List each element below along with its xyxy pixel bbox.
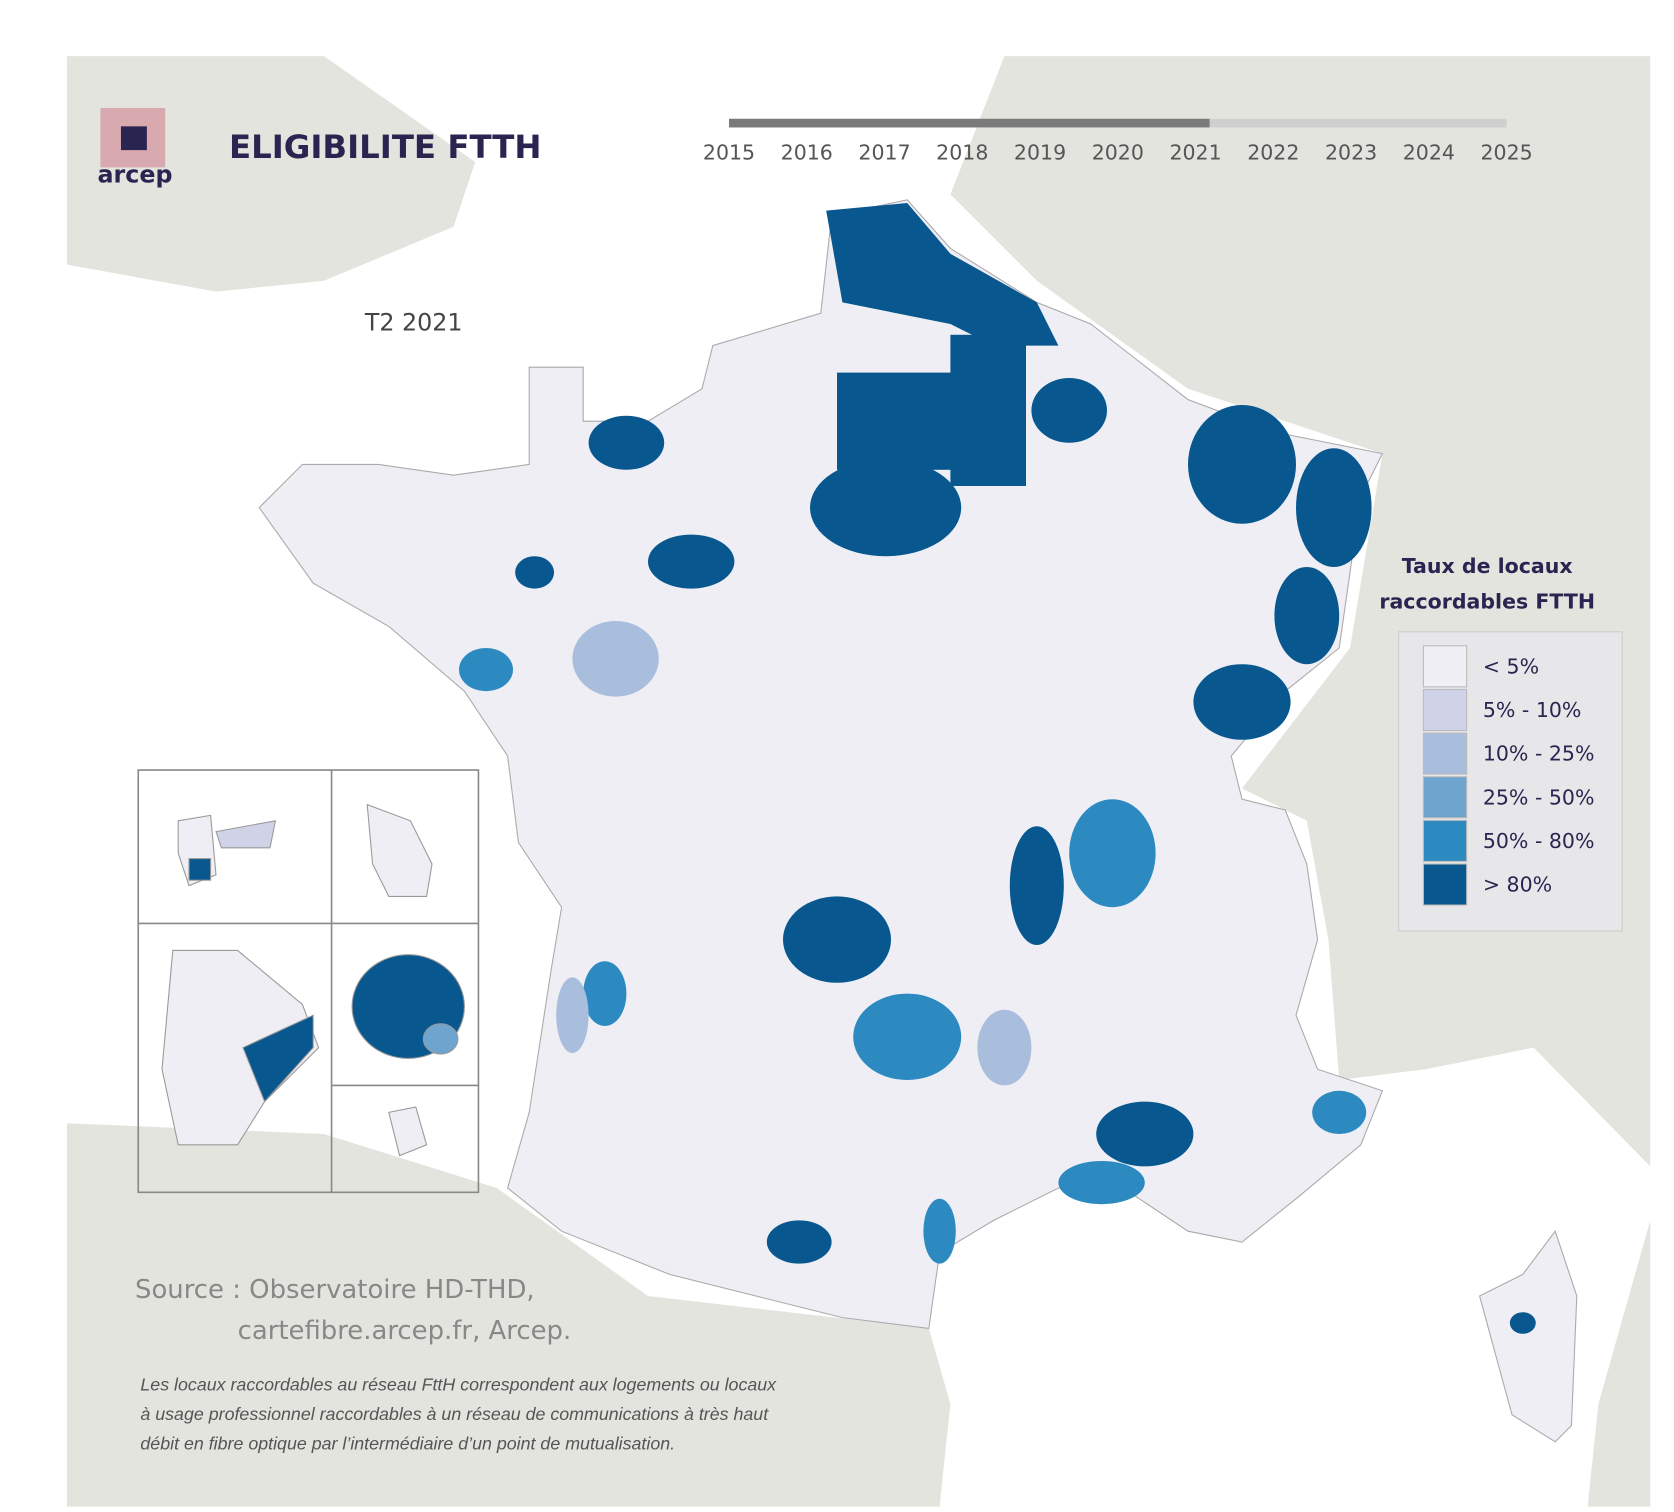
timeline-year: 2023 bbox=[1325, 140, 1377, 164]
area bbox=[588, 415, 665, 470]
area bbox=[1193, 664, 1291, 740]
timeline-years: 2015 2016 2017 2018 2019 2020 2021 2022 2023 2024… bbox=[703, 140, 1533, 164]
legend: Taux de locaux raccordables FTTH < 5% 5% - … bbox=[1379, 554, 1623, 932]
logo-core bbox=[120, 126, 147, 151]
timeline-year: 2024 bbox=[1403, 140, 1455, 164]
note-line: à usage professionnel raccordables à un … bbox=[140, 1404, 769, 1424]
legend-label: 25% - 50% bbox=[1483, 785, 1595, 809]
area bbox=[1296, 448, 1372, 567]
timeline-year: 2017 bbox=[858, 140, 910, 164]
source: Source : Observatoire HD-THD, cartefibre.… bbox=[135, 1275, 571, 1346]
area bbox=[1069, 799, 1156, 908]
timeline-year: 2021 bbox=[1169, 140, 1221, 164]
legend-swatch bbox=[1422, 645, 1468, 688]
source-line: Source : Observatoire HD-THD, bbox=[135, 1275, 535, 1305]
land-spain bbox=[66, 1123, 951, 1507]
legend-swatch bbox=[1422, 732, 1468, 775]
area bbox=[1509, 1312, 1536, 1334]
timeline-year: 2019 bbox=[1014, 140, 1066, 164]
area bbox=[810, 459, 962, 557]
guyane-area bbox=[242, 1014, 314, 1103]
france-outline bbox=[258, 199, 1384, 1330]
area bbox=[826, 203, 1059, 346]
guadeloupe-area bbox=[188, 858, 212, 881]
title: ELIGIBILITE FTTH bbox=[229, 128, 542, 166]
note: Les locaux raccordables au réseau FttH c… bbox=[140, 1374, 777, 1453]
martinique bbox=[366, 803, 433, 897]
reunion-area bbox=[422, 1023, 459, 1055]
logo-text: arcep bbox=[98, 161, 173, 189]
overseas-insets bbox=[137, 769, 480, 1194]
area bbox=[583, 961, 627, 1026]
area bbox=[977, 1009, 1032, 1086]
legend-label: 5% - 10% bbox=[1483, 698, 1582, 722]
guadeloupe bbox=[215, 820, 277, 849]
area bbox=[1009, 826, 1064, 945]
timeline-year: 2015 bbox=[703, 140, 755, 164]
period: T2 2021 bbox=[364, 308, 463, 336]
timeline-year: 2025 bbox=[1480, 140, 1532, 164]
legend-title: Taux de locaux bbox=[1402, 554, 1573, 578]
area bbox=[837, 372, 956, 470]
note-line: débit en fibre optique par l’intermédiai… bbox=[140, 1434, 675, 1454]
note-line: Les locaux raccordables au réseau FttH c… bbox=[140, 1374, 777, 1394]
area bbox=[1188, 405, 1296, 524]
timeline-year: 2022 bbox=[1247, 140, 1299, 164]
land-uk bbox=[66, 56, 476, 292]
source-line: cartefibre.arcep.fr, Arcep. bbox=[238, 1316, 572, 1346]
area bbox=[923, 1198, 956, 1264]
area bbox=[648, 534, 735, 589]
land-sardinia bbox=[1587, 1220, 1651, 1507]
area bbox=[783, 896, 891, 983]
mid-coverage-areas bbox=[459, 648, 1367, 1264]
area bbox=[766, 1220, 832, 1264]
low-coverage-areas bbox=[556, 621, 1032, 1086]
area bbox=[1031, 378, 1107, 443]
area bbox=[515, 556, 555, 589]
legend-title: raccordables FTTH bbox=[1379, 590, 1595, 614]
corsica bbox=[1478, 1230, 1578, 1443]
mayotte bbox=[388, 1106, 428, 1157]
legend-label: > 80% bbox=[1483, 873, 1552, 897]
area bbox=[1274, 567, 1340, 665]
legend-label: 10% - 25% bbox=[1483, 742, 1595, 766]
area bbox=[459, 648, 513, 692]
timeline-year: 2018 bbox=[936, 140, 988, 164]
area bbox=[1312, 1090, 1367, 1134]
area bbox=[853, 993, 962, 1080]
logo: arcep bbox=[98, 108, 173, 189]
legend-label: 50% - 80% bbox=[1483, 829, 1595, 853]
legend-swatch bbox=[1422, 688, 1468, 732]
inset-frame bbox=[137, 769, 480, 1194]
france bbox=[258, 199, 1578, 1443]
legend-label: < 5% bbox=[1483, 654, 1539, 678]
timeline-year: 2016 bbox=[781, 140, 833, 164]
timeline-progress bbox=[729, 118, 1210, 128]
legend-swatch bbox=[1422, 863, 1468, 906]
area bbox=[556, 977, 589, 1053]
legend-swatch bbox=[1422, 819, 1468, 862]
high-coverage-areas bbox=[515, 203, 1536, 1334]
area bbox=[1096, 1101, 1194, 1167]
area bbox=[572, 621, 659, 697]
area bbox=[1058, 1161, 1145, 1205]
timeline-year: 2020 bbox=[1092, 140, 1144, 164]
area bbox=[950, 334, 1026, 486]
legend-swatch bbox=[1422, 776, 1468, 819]
